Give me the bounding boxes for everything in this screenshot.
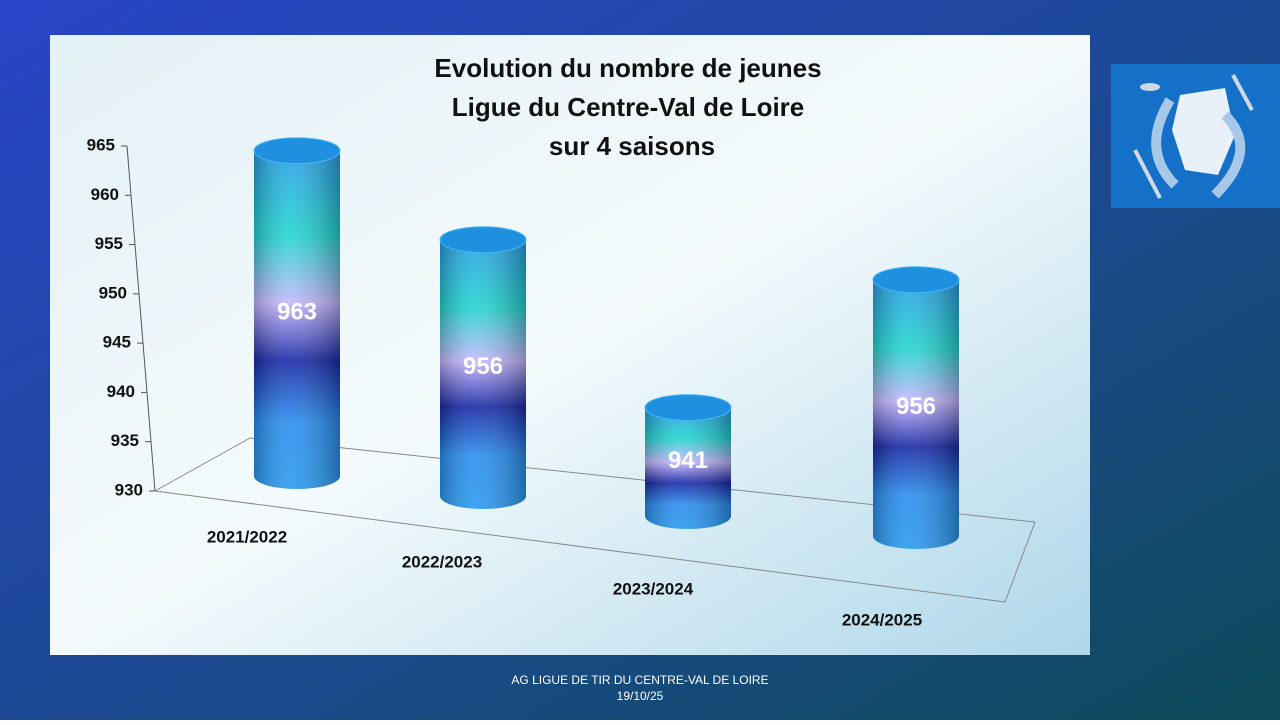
x-tick-label: 2024/2025 — [842, 610, 922, 629]
y-tick-label: 955 — [95, 234, 123, 253]
value-label: 956 — [463, 353, 503, 380]
y-tick-label: 960 — [91, 185, 119, 204]
cylinder-top — [872, 266, 960, 294]
x-tick-label: 2021/2022 — [207, 527, 287, 546]
y-tick-label: 945 — [103, 333, 131, 352]
cylinder-top — [253, 137, 341, 165]
chart-title: Evolution du nombre de jeunes — [434, 53, 821, 83]
y-tick-label: 935 — [111, 431, 139, 450]
logo — [1111, 64, 1280, 208]
bar — [644, 394, 732, 529]
y-tick-label: 950 — [99, 283, 127, 302]
cylinder-top — [439, 226, 527, 254]
x-tick-label: 2023/2024 — [613, 579, 694, 598]
chart-title: Ligue du Centre-Val de Loire — [452, 92, 805, 122]
bar — [253, 137, 341, 489]
value-label: 963 — [277, 299, 317, 326]
bar — [439, 226, 527, 509]
cylinder-shade — [873, 279, 959, 549]
cylinder-shade — [440, 239, 526, 509]
cylinder-shade — [254, 150, 340, 489]
cylinder-shade — [645, 407, 731, 529]
footer-text: AG LIGUE DE TIR DU CENTRE-VAL DE LOIRE — [511, 673, 768, 687]
footer-date: 19/10/25 — [617, 689, 664, 703]
value-label: 941 — [668, 447, 708, 474]
cylinder-top — [644, 394, 732, 422]
y-tick-label: 965 — [87, 135, 115, 154]
bar — [872, 266, 960, 549]
y-tick-label: 930 — [115, 480, 143, 499]
value-label: 956 — [896, 393, 936, 420]
x-tick-label: 2022/2023 — [402, 552, 482, 571]
chart-title: sur 4 saisons — [549, 131, 715, 161]
y-tick-label: 940 — [107, 382, 135, 401]
